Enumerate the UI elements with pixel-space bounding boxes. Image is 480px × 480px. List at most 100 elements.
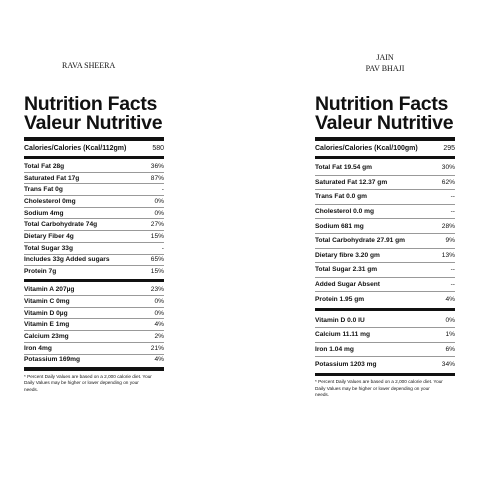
nutrient-name: Total Fat 19.54 gm — [315, 164, 373, 172]
nutrient-row: Potassium 1203 mg 34% — [315, 357, 455, 371]
heading: Valeur Nutritive — [24, 112, 163, 134]
rule — [24, 278, 164, 283]
calories-row: Calories/Calories (Kcal/112gm) 580 — [24, 141, 164, 156]
nutrient-row: Total Sugar 2.31 gm -- — [315, 263, 455, 278]
nutrient-row: Trans Fat 0g - — [24, 184, 164, 197]
nutrient-row: Sodium 4mg 0% — [24, 208, 164, 220]
nutrient-name: Iron 4mg — [24, 344, 52, 352]
footnote: * Percent Daily Values are based on a 2,… — [24, 374, 164, 394]
footnote-line: needs. — [315, 392, 330, 398]
nutrient-row: Sodium 681 mg 28% — [315, 219, 455, 234]
footnote-line: * Percent Daily Values are based on a 2,… — [315, 379, 443, 385]
calories-row: Calories/Calories (Kcal/100gm) 295 — [315, 141, 455, 156]
nutrient-row: Total Sugar 33g - — [24, 243, 164, 255]
nutrient-name: Trans Fat 0.0 gm — [315, 193, 368, 201]
nutrient-name: Cholesterol 0mg — [24, 197, 76, 205]
nutrient-row: Total Carbohydrate 27.91 gm 9% — [315, 234, 455, 249]
nutrient-row: Potassium 169mg 4% — [24, 355, 164, 366]
title-line: RAVA SHEERA — [62, 61, 116, 70]
nutrient-name: Calcium 11.11 mg — [315, 331, 370, 339]
daily-value: 65% — [150, 256, 164, 264]
footnote-line: * Percent Daily Values are based on a 2,… — [24, 373, 152, 379]
footnote-line: Daily Values may be higher or lower depe… — [315, 385, 430, 391]
nutrient-row: Cholesterol 0mg 0% — [24, 196, 164, 208]
daily-value: 0% — [445, 316, 455, 324]
nutrient-row: Total Fat 28g 36% — [24, 161, 164, 173]
daily-value: 21% — [150, 344, 164, 352]
nutrient-row: Includes 33g Added sugars 65% — [24, 255, 164, 267]
nutrient-row: Calcium 23mg 2% — [24, 331, 164, 343]
nutrient-name: Potassium 169mg — [24, 356, 81, 364]
nutrient-name: Vitamin D 0µg — [24, 309, 68, 317]
title-line: JAIN — [376, 53, 394, 62]
daily-value: 87% — [150, 174, 164, 182]
nutrient-name: Potassium 1203 mg — [315, 360, 377, 368]
rule — [315, 307, 455, 312]
daily-value: 0% — [154, 297, 164, 305]
daily-value: -- — [450, 266, 455, 274]
nutrient-name: Iron 1.04 mg — [315, 345, 354, 353]
daily-value: 28% — [441, 222, 455, 230]
daily-value: 36% — [150, 162, 164, 170]
nutrient-name: Cholesterol 0.0 mg — [315, 208, 374, 216]
footnote: * Percent Daily Values are based on a 2,… — [315, 379, 455, 399]
calories-label: Calories/Calories (Kcal/112gm) — [24, 144, 127, 152]
daily-value: 0% — [154, 309, 164, 317]
nutrient-name: Trans Fat 0g — [24, 186, 63, 194]
nutrient-name: Total Carbohydrate 27.91 gm — [315, 237, 406, 245]
daily-value: 4% — [445, 295, 455, 303]
nutrition-label: Nutrition Facts Valeur Nutritive Calories/… — [315, 94, 455, 399]
vitamins-section: Vitamin A 207µg 23% Vitamin C 0mg 0% Vitamin… — [24, 282, 164, 367]
heading: Valeur Nutritive — [315, 112, 454, 134]
nutrient-name: Dietary fibre 3.20 gm — [315, 251, 380, 259]
nutrient-name: Sodium 681 mg — [315, 222, 364, 230]
calories-value: 580 — [152, 144, 164, 152]
nutrient-row: Protein 1.95 gm 4% — [315, 292, 455, 306]
calories-label: Calories/Calories (Kcal/100gm) — [315, 144, 418, 152]
nutrient-row: Vitamin E 1mg 4% — [24, 319, 164, 332]
nutrient-name: Vitamin E 1mg — [24, 321, 70, 329]
nutrients-section: Total Fat 19.54 gm 30% Saturated Fat 12.37… — [315, 159, 455, 308]
daily-value: 30% — [441, 164, 455, 172]
daily-value: 9% — [445, 237, 455, 245]
nutrient-row: Calcium 11.11 mg 1% — [315, 328, 455, 343]
nutrient-name: Dietary Fiber 4g — [24, 232, 74, 240]
daily-value: 2% — [154, 332, 164, 340]
nutrient-name: Vitamin D 0.0 IU — [315, 316, 365, 324]
nutrient-name: Saturated Fat 17g — [24, 174, 80, 182]
nutrient-name: Vitamin C 0mg — [24, 297, 70, 305]
daily-value: 0% — [154, 209, 164, 217]
daily-value: -- — [450, 193, 455, 201]
nutrient-name: Saturated Fat 12.37 gm — [315, 178, 388, 186]
rule — [24, 137, 164, 141]
nutrient-row: Iron 4mg 21% — [24, 343, 164, 355]
nutrient-name: Total Sugar 2.31 gm — [315, 266, 378, 274]
nutrient-row: Dietary Fiber 4g 15% — [24, 231, 164, 243]
nutrient-row: Trans Fat 0.0 gm -- — [315, 190, 455, 205]
daily-value: 15% — [150, 268, 164, 276]
nutrient-name: Includes 33g Added sugars — [24, 256, 110, 264]
nutrients-section: Total Fat 28g 36% Saturated Fat 17g 87% Tran… — [24, 159, 164, 279]
nutrient-row: Cholesterol 0.0 mg -- — [315, 205, 455, 220]
nutrient-name: Calcium 23mg — [24, 332, 69, 340]
nutrient-row: Saturated Fat 12.37 gm 62% — [315, 176, 455, 191]
nutrient-row: Vitamin A 207µg 23% — [24, 284, 164, 297]
nutrient-name: Protein 7g — [24, 268, 57, 276]
nutrition-label: Nutrition Facts Valeur Nutritive Calories/… — [24, 93, 164, 394]
nutrient-row: Dietary fibre 3.20 gm 13% — [315, 249, 455, 264]
daily-value: 6% — [445, 345, 455, 353]
calories-value: 295 — [443, 144, 455, 152]
nutrient-name: Added Sugar Absent — [315, 281, 380, 289]
nutrient-name: Vitamin A 207µg — [24, 286, 75, 294]
nutrient-row: Added Sugar Absent -- — [315, 278, 455, 293]
nutrient-name: Total Fat 28g — [24, 162, 65, 170]
heading: Nutrition Facts — [24, 93, 158, 115]
daily-value: 4% — [154, 356, 164, 364]
rule — [24, 155, 164, 159]
nutrient-name: Total Carbohydrate 74g — [24, 221, 98, 229]
daily-value: 27% — [150, 221, 164, 229]
nutrient-row: Total Fat 19.54 gm 30% — [315, 161, 455, 176]
vitamins-section: Vitamin D 0.0 IU 0% Calcium 11.11 mg 1% Iron… — [315, 311, 455, 372]
nutrient-row: Saturated Fat 17g 87% — [24, 173, 164, 185]
